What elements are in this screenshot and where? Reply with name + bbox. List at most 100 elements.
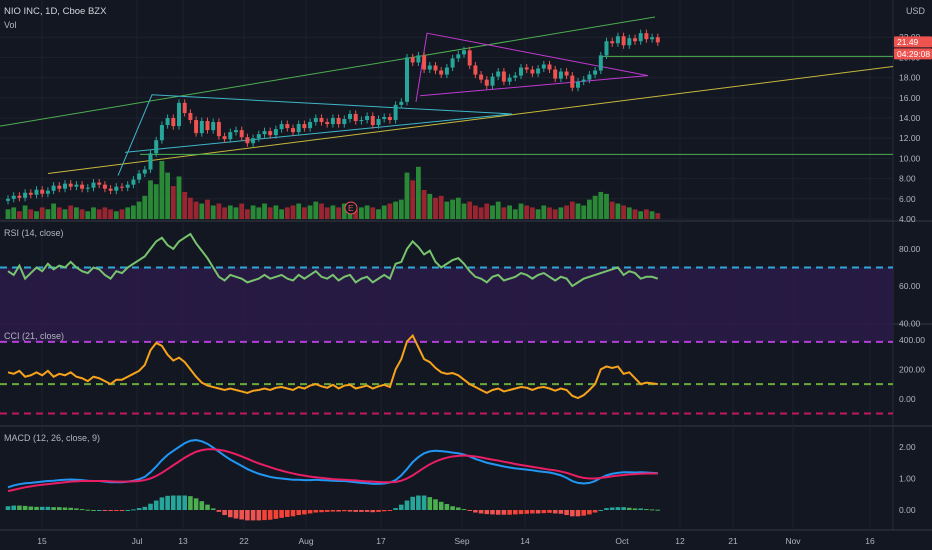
candle-body	[598, 55, 603, 71]
macd-histogram-bar	[279, 510, 284, 518]
candle-body	[410, 57, 415, 63]
macd-histogram-bar	[182, 495, 187, 510]
x-axis-label: 13	[178, 536, 188, 546]
candle-body	[382, 116, 387, 120]
volume-bar	[376, 209, 381, 219]
volume-bar	[473, 205, 478, 219]
candle-body	[450, 58, 455, 68]
macd-histogram-bar	[313, 510, 319, 513]
macd-histogram-bar	[507, 510, 512, 515]
macd-histogram-bar	[478, 510, 484, 514]
macd-histogram-bar	[5, 506, 11, 510]
candle-body	[405, 57, 409, 102]
volume-bar	[547, 207, 552, 219]
volume-bar	[530, 207, 535, 219]
volume-bar	[507, 205, 512, 219]
volume-bar	[170, 186, 176, 219]
candle-body	[296, 124, 301, 133]
rsi-tick-label: 60.00	[899, 281, 921, 291]
macd-histogram-bar	[91, 510, 96, 511]
earnings-letter: E	[348, 203, 354, 213]
x-axis-label: 15	[37, 536, 47, 546]
candle-body	[479, 74, 484, 80]
macd-histogram-bar	[176, 495, 182, 510]
x-axis-label: 22	[239, 536, 249, 546]
macd-signal-line	[7, 448, 658, 493]
macd-histogram-bar	[484, 510, 490, 515]
macd-histogram-bar	[433, 499, 438, 510]
price-badge-text: 04:29:08	[897, 49, 930, 59]
macd-histogram-bar	[609, 507, 615, 510]
volume-bar	[216, 203, 222, 219]
macd-histogram-bar	[370, 510, 376, 513]
macd-histogram-bar	[148, 503, 153, 510]
candle-body	[593, 70, 598, 75]
volume-bar	[615, 203, 621, 219]
candle-body	[524, 67, 529, 70]
candle-body	[102, 184, 107, 189]
candle-body	[427, 65, 432, 70]
cci-title[interactable]: CCI (21, close)	[4, 331, 65, 341]
price-tick-label: 6.00	[899, 194, 916, 204]
volume-bar	[17, 211, 22, 219]
volume-bar	[136, 201, 142, 219]
macd-histogram-bar	[581, 510, 586, 516]
candle-body	[433, 65, 438, 71]
candle-body	[587, 74, 592, 80]
macd-histogram-bar	[342, 510, 347, 512]
candle-body	[467, 50, 472, 66]
candle-body	[216, 122, 221, 137]
price-tick-label: 14.00	[899, 113, 921, 123]
macd-histogram-bar	[450, 506, 455, 510]
symbol-title[interactable]: NIO INC, 1D, Cboe BZX	[4, 6, 107, 17]
volume-bar	[341, 203, 347, 219]
volume-bar	[74, 207, 79, 219]
candle-body	[302, 124, 307, 129]
macd-histogram-bar	[575, 510, 581, 517]
volume-bar	[387, 203, 393, 219]
candle-body	[519, 67, 523, 76]
candle-body	[536, 68, 541, 74]
price-tick-label: 8.00	[899, 174, 916, 184]
x-axis-label: 16	[865, 536, 875, 546]
rsi-tick-label: 40.00	[899, 318, 921, 328]
macd-histogram-bar	[564, 510, 569, 516]
volume-bar	[273, 205, 279, 219]
candle-body	[319, 118, 324, 123]
volume-bar	[484, 203, 490, 219]
volume-bar	[102, 207, 108, 219]
candle-body	[285, 124, 290, 129]
macd-histogram-bar	[547, 510, 552, 513]
volume-bar	[359, 207, 364, 219]
candle-body	[387, 116, 392, 121]
macd-histogram-bar	[222, 510, 227, 516]
volume-bar	[262, 203, 267, 219]
candle-body	[222, 136, 227, 140]
macd-histogram-bar	[96, 510, 102, 511]
volume-bar	[256, 207, 262, 219]
volume-bar	[68, 205, 74, 219]
candle-body	[23, 192, 28, 198]
candle-body	[57, 185, 62, 189]
macd-tick-label: 1.00	[899, 474, 916, 484]
volume-bar	[28, 209, 34, 219]
macd-histogram-bar	[307, 510, 313, 514]
volume-bar	[142, 195, 148, 219]
macd-histogram-bar	[267, 510, 273, 520]
volume-bar	[210, 205, 216, 219]
earnings-circle	[344, 201, 358, 215]
candle-body	[17, 195, 22, 198]
candle-body	[28, 192, 33, 195]
volume-bar	[587, 199, 592, 219]
rsi-title[interactable]: RSI (14, close)	[4, 228, 64, 238]
volume-bar	[524, 205, 530, 219]
candle-body	[313, 118, 318, 123]
candle-body	[353, 113, 358, 122]
volume-bar	[313, 201, 319, 219]
candle-body	[610, 41, 615, 44]
volume-bar	[250, 205, 256, 219]
candle-body	[330, 118, 335, 125]
volume-bar	[131, 205, 136, 219]
macd-title[interactable]: MACD (12, 26, close, 9)	[4, 433, 101, 443]
